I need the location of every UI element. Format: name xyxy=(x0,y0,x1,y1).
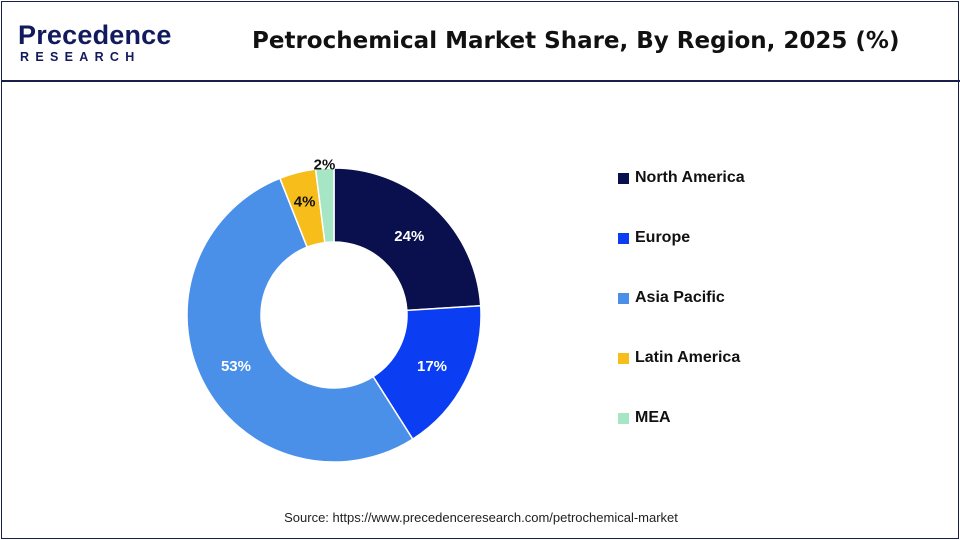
logo-subtitle: RESEARCH xyxy=(20,50,141,64)
legend-label: Europe xyxy=(635,229,691,246)
legend-swatch xyxy=(618,172,629,184)
legend-item-latin-america: Latin America xyxy=(618,347,740,369)
legend-swatch xyxy=(618,412,629,424)
donut-slice-europe xyxy=(372,304,482,441)
data-label-latin-america: 4% xyxy=(294,194,316,211)
donut-slice-north-america xyxy=(333,167,482,312)
chart-title: Petrochemical Market Share, By Region, 2… xyxy=(252,28,900,54)
legend-item-mea: MEA xyxy=(618,407,671,429)
logo-wordmark: Precedence xyxy=(18,20,172,50)
donut-chart: 24% 17% 53% 4% 2% xyxy=(186,156,482,463)
legend-swatch xyxy=(618,292,629,304)
legend-item-europe: Europe xyxy=(618,227,690,249)
data-label-europe: 17% xyxy=(417,358,447,375)
legend-item-north-america: North America xyxy=(618,167,745,189)
legend-label: Asia Pacific xyxy=(635,289,725,306)
data-label-asia-pacific: 53% xyxy=(221,358,251,375)
donut-slice-asia-pacific xyxy=(186,177,414,463)
legend-swatch xyxy=(618,232,629,244)
donut-slice-mea xyxy=(314,167,335,244)
brand-logo: Precedence RESEARCH xyxy=(18,20,171,66)
source-note: Source: https://www.precedenceresearch.c… xyxy=(284,510,678,525)
legend-label: Latin America xyxy=(635,349,741,366)
legend-item-asia-pacific: Asia Pacific xyxy=(618,287,725,309)
header-bar: Precedence RESEARCH Petrochemical Market… xyxy=(2,2,960,82)
data-label-north-america: 24% xyxy=(394,228,424,245)
data-label-mea: 2% xyxy=(314,156,336,173)
legend-label: North America xyxy=(635,169,745,186)
legend-swatch xyxy=(618,352,629,364)
legend-label: MEA xyxy=(635,409,671,426)
